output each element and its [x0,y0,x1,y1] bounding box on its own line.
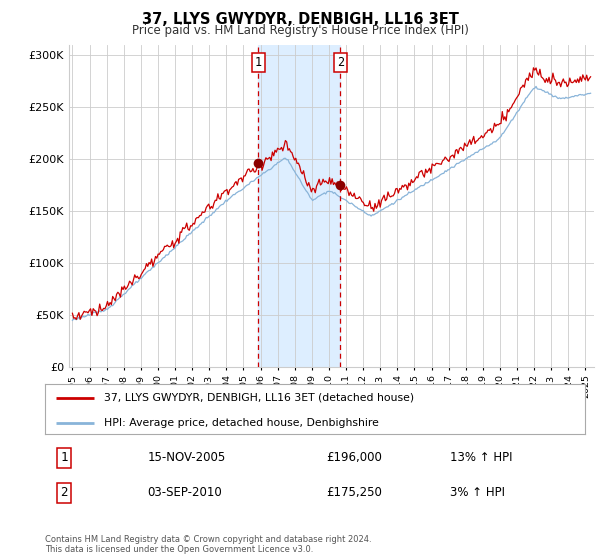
Text: £175,250: £175,250 [326,486,382,500]
Text: HPI: Average price, detached house, Denbighshire: HPI: Average price, detached house, Denb… [104,418,379,428]
Text: 2: 2 [60,486,68,500]
Text: 1: 1 [60,451,68,464]
Text: 37, LLYS GWYDYR, DENBIGH, LL16 3ET (detached house): 37, LLYS GWYDYR, DENBIGH, LL16 3ET (deta… [104,393,415,403]
Bar [259,45,340,367]
Text: 2: 2 [337,56,344,69]
Text: 3% ↑ HPI: 3% ↑ HPI [450,486,505,500]
Text: 37, LLYS GWYDYR, DENBIGH, LL16 3ET: 37, LLYS GWYDYR, DENBIGH, LL16 3ET [142,12,458,27]
Text: 15-NOV-2005: 15-NOV-2005 [148,451,226,464]
Text: £196,000: £196,000 [326,451,382,464]
Text: 1: 1 [255,56,262,69]
Text: 03-SEP-2010: 03-SEP-2010 [148,486,223,500]
Text: Price paid vs. HM Land Registry's House Price Index (HPI): Price paid vs. HM Land Registry's House … [131,24,469,36]
Text: 13% ↑ HPI: 13% ↑ HPI [450,451,512,464]
Text: Contains HM Land Registry data © Crown copyright and database right 2024.
This d: Contains HM Land Registry data © Crown c… [45,535,371,554]
